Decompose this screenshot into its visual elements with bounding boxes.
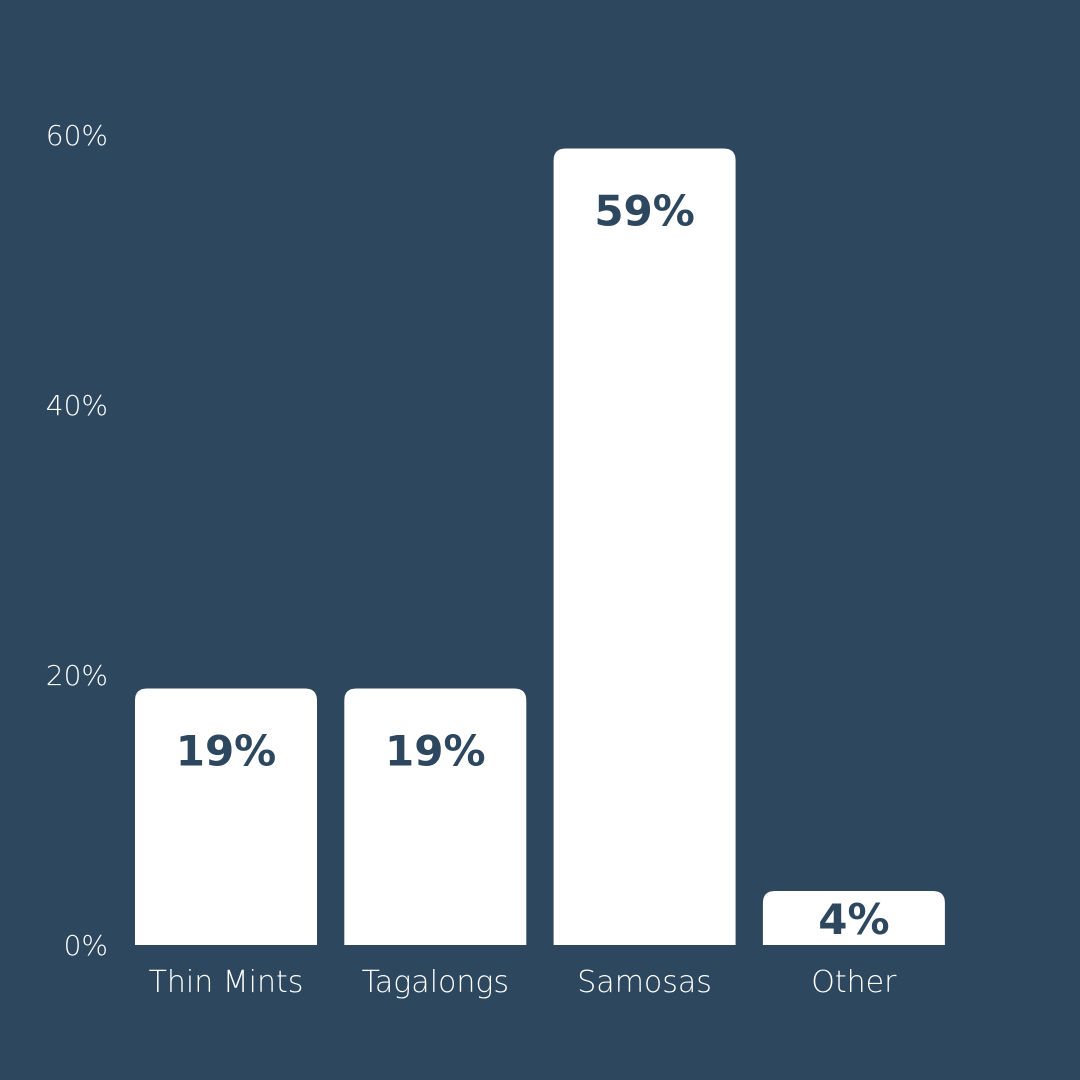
bar-thin-mints [135,688,317,945]
data-label: 59% [594,187,695,236]
y-tick-label: 40% [46,389,108,422]
bar-tagalongs [344,688,527,945]
x-tick-label: Thin Mints [149,965,304,1000]
y-tick-label: 20% [46,659,108,692]
data-label: 4% [818,895,889,944]
bar-samosas [553,148,736,945]
bar-other [762,891,945,945]
x-tick-label: Samosas [577,965,712,1000]
y-tick-label: 60% [46,119,108,152]
x-tick-label: Tagalongs [362,965,509,1000]
data-label: 19% [385,727,486,776]
y-tick-label: 0% [64,929,108,962]
x-tick-label: Other [811,965,897,1000]
data-label: 19% [176,727,277,776]
